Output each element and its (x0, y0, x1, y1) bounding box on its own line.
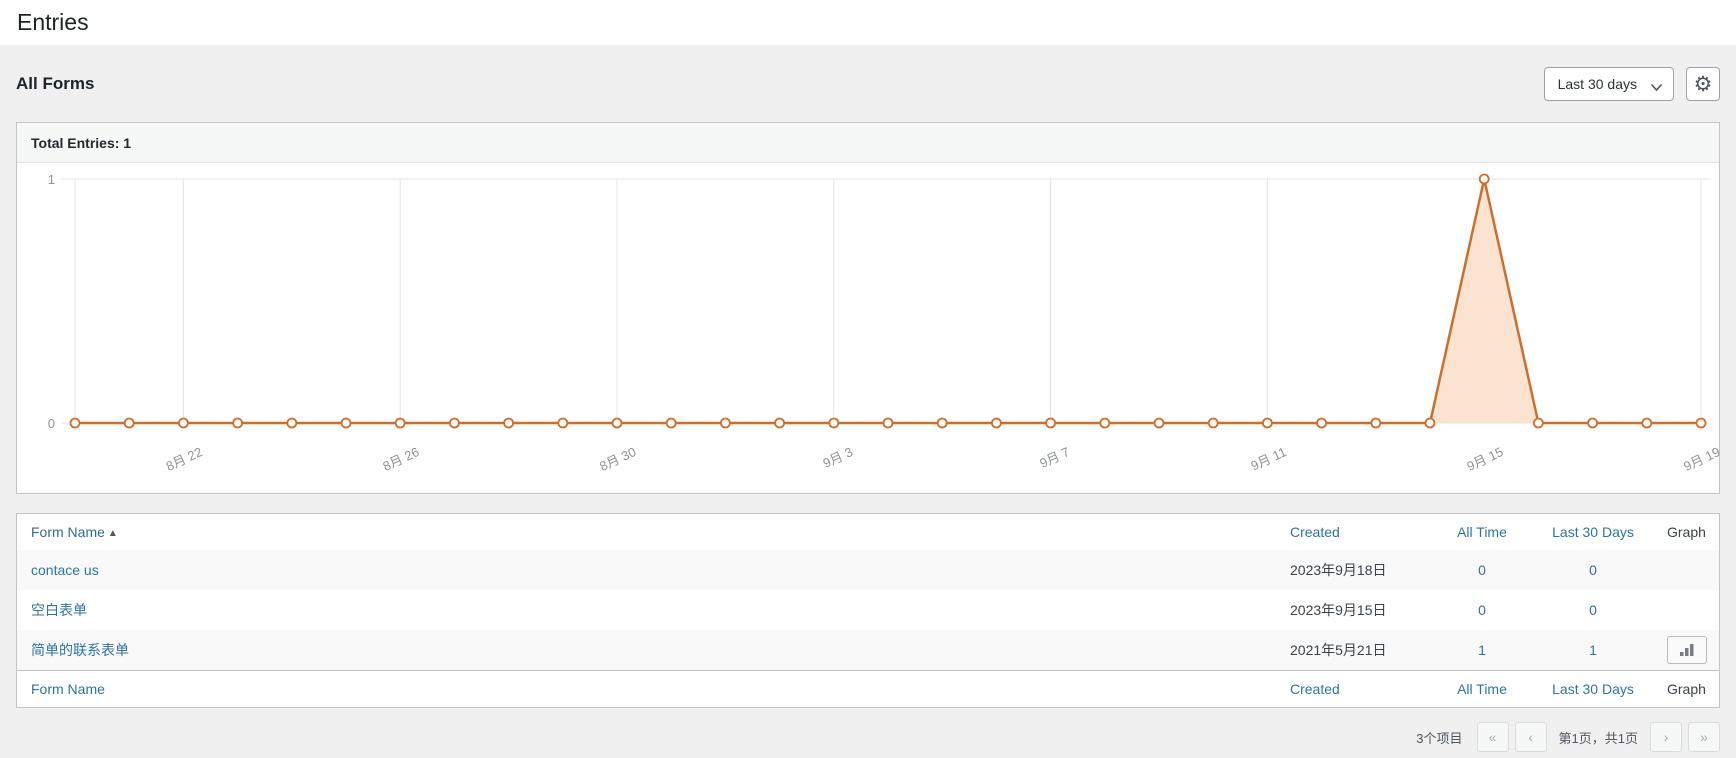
forms-table: Form Name ▲ Created All Time Last 30 Days… (17, 514, 1719, 707)
form-link[interactable]: 简单的联系表单 (31, 641, 129, 658)
created-date: 2023年9月18日 (1276, 550, 1431, 590)
footer-column-all-time[interactable]: All Time (1431, 669, 1533, 707)
footer-column-graph: Graph (1653, 669, 1719, 707)
footer-column-last-30-days[interactable]: Last 30 Days (1533, 669, 1653, 707)
total-entries-label: Total Entries: 1 (17, 123, 1719, 163)
form-link[interactable]: contace us (31, 562, 99, 578)
date-range-value: Last 30 days (1557, 76, 1637, 92)
table-footer-row: Form Name Created All Time Last 30 Days … (17, 669, 1719, 707)
entries-chart-panel: Total Entries: 1 0 1 8月 22 8月 26 8月 30 9月 3 9月… (16, 122, 1722, 494)
main-content: All Forms Last 30 days ⚙ Total Entries: … (0, 46, 1736, 752)
page-title: Entries (17, 9, 89, 35)
graph-cell (1653, 590, 1719, 630)
toolbar: All Forms Last 30 days ⚙ (16, 46, 1720, 122)
sort-asc-icon: ▲ (107, 528, 118, 539)
table-row: 简单的联系表单 2021年5月21日 1 1 (17, 630, 1719, 670)
all-time-count-link[interactable]: 1 (1478, 641, 1486, 658)
date-range-select[interactable]: Last 30 days (1543, 67, 1674, 101)
first-page-button[interactable]: « (1476, 722, 1509, 752)
svg-text:8月 26: 8月 26 (380, 444, 421, 474)
last-30-days-count-link[interactable]: 0 (1589, 602, 1597, 618)
settings-button[interactable]: ⚙ (1686, 67, 1720, 101)
bar-chart-icon (1680, 643, 1694, 656)
svg-text:8月 22: 8月 22 (164, 444, 205, 474)
created-date: 2021年5月21日 (1276, 630, 1431, 670)
pagination: 3个项目 « ‹ 第1页，共1页 › » (16, 722, 1720, 752)
all-time-count-link[interactable]: 0 (1478, 562, 1486, 578)
graph-cell (1653, 550, 1719, 590)
column-header-form-name[interactable]: Form Name ▲ (31, 524, 118, 540)
table-row: contace us 2023年9月18日 0 0 (17, 550, 1719, 590)
gear-icon: ⚙ (1693, 72, 1713, 96)
all-time-count-link[interactable]: 0 (1478, 602, 1486, 618)
last-30-days-count-link[interactable]: 0 (1589, 562, 1597, 578)
created-date: 2023年9月15日 (1290, 602, 1387, 618)
svg-text:9月 15: 9月 15 (1464, 444, 1505, 474)
items-count: 3个项目 (1416, 730, 1463, 746)
forms-table-panel: Form Name ▲ Created All Time Last 30 Days… (16, 513, 1720, 708)
entries-line-chart: 0 1 8月 22 8月 26 8月 30 9月 3 9月 7 9月 11 9月 15 9月 19 (17, 163, 1722, 493)
column-header-all-time[interactable]: All Time (1457, 524, 1507, 540)
page-header: Entries (0, 0, 1736, 46)
footer-column-created[interactable]: Created (1276, 669, 1431, 707)
svg-text:9月 3: 9月 3 (821, 444, 856, 471)
svg-text:9月 7: 9月 7 (1037, 444, 1072, 471)
column-header-graph: Graph (1667, 524, 1706, 540)
svg-text:9月 19: 9月 19 (1681, 444, 1719, 474)
svg-text:8月 30: 8月 30 (597, 444, 638, 474)
footer-column-form-name[interactable]: Form Name (17, 669, 1276, 707)
svg-text:9月 11: 9月 11 (1248, 444, 1288, 473)
svg-text:0: 0 (48, 416, 55, 431)
section-heading: All Forms (16, 74, 95, 93)
view-graph-button[interactable] (1667, 635, 1707, 664)
table-row: 空白表单 2023年9月15日 0 0 (17, 590, 1719, 630)
form-link[interactable]: 空白表单 (31, 602, 87, 618)
chevron-down-icon (1650, 79, 1663, 95)
next-page-button[interactable]: › (1650, 722, 1682, 752)
toolbar-right: Last 30 days ⚙ (1543, 67, 1720, 101)
svg-text:1: 1 (48, 172, 55, 187)
column-header-last-30-days[interactable]: Last 30 Days (1552, 524, 1634, 540)
prev-page-button[interactable]: ‹ (1514, 722, 1547, 752)
last-page-button[interactable]: » (1688, 722, 1720, 752)
table-header-row: Form Name ▲ Created All Time Last 30 Days… (17, 514, 1719, 550)
column-header-created[interactable]: Created (1290, 524, 1340, 540)
page-status: 第1页，共1页 (1558, 730, 1638, 746)
last-30-days-count-link[interactable]: 1 (1589, 641, 1597, 658)
